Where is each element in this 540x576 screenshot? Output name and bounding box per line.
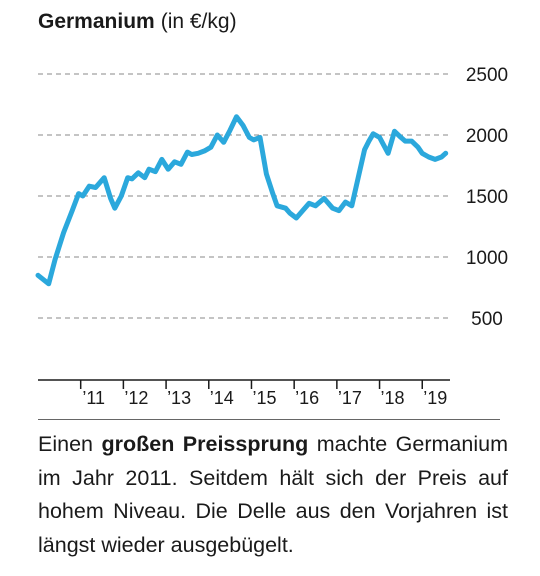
- chart-unit: (in €/kg): [160, 10, 237, 33]
- caption-pre: Einen: [38, 432, 102, 456]
- y-tick-label: 500: [471, 309, 503, 330]
- x-tick-label: ’11: [82, 388, 105, 408]
- chart-title: Germanium (in €/kg): [38, 8, 237, 36]
- x-axis-ticks: ’11 ’12 ’13 ’14 ’15 ’16 ’17 ’18 ’19: [79, 380, 447, 408]
- x-tick-label: ’15: [252, 388, 276, 408]
- x-tick-label: ’12: [124, 388, 148, 408]
- caption-divider: [38, 419, 500, 420]
- caption: Einen großen Preissprung machte Germaniu…: [38, 428, 508, 562]
- caption-bold: großen Preissprung: [101, 432, 309, 456]
- y-tick-label: 1500: [466, 187, 508, 208]
- chart-title-text: Germanium: [38, 10, 155, 33]
- x-tick-label: ’13: [167, 388, 191, 408]
- x-tick-label: ’17: [338, 388, 362, 408]
- y-tick-label: 2500: [466, 65, 508, 86]
- y-tick-label: 2000: [466, 126, 508, 147]
- y-tick-label: 1000: [466, 248, 508, 269]
- gridlines: [38, 73, 448, 319]
- caption-post: machte Germanium im Jahr 2011. Seitdem h…: [38, 432, 508, 557]
- price-series-line: [35, 114, 449, 287]
- x-tick-label: ’16: [295, 388, 319, 408]
- x-tick-label: ’18: [381, 388, 405, 408]
- x-tick-label: ’19: [423, 388, 447, 408]
- x-tick-label: ’14: [210, 388, 234, 408]
- y-axis-ticks: 2500 2000 1500 1000 500: [466, 65, 508, 330]
